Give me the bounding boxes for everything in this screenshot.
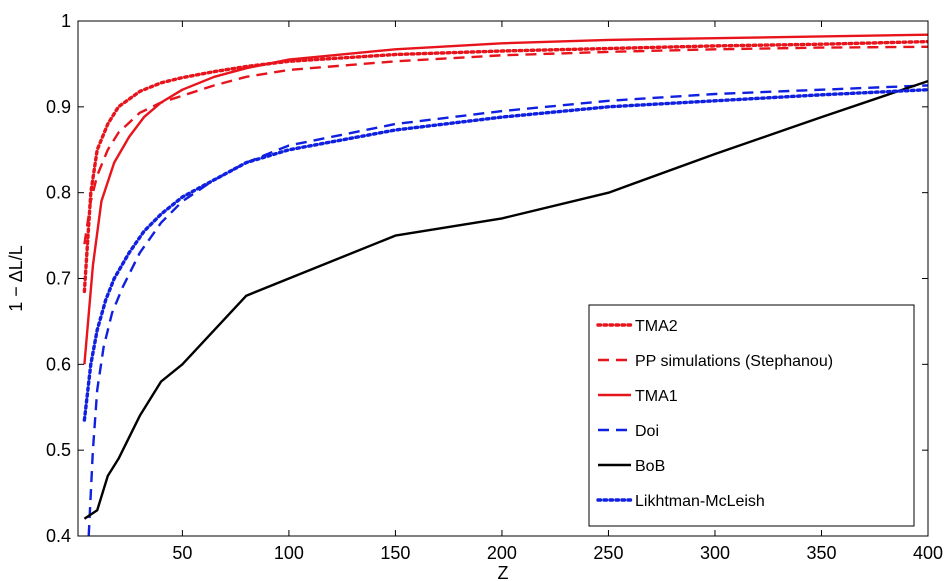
- ticks-layer: 50 100 150 200 250 300 350 400 0.4 0.5 0.6 0.7 0.8 0.…: [46, 11, 943, 563]
- x-tick-label: 150: [380, 543, 410, 563]
- series-line-1: [82, 39, 928, 294]
- legend-entry-label: BoB: [635, 458, 665, 475]
- legend-entry-label: Doi: [635, 423, 659, 440]
- legend-box: [588, 304, 915, 527]
- legend-entry-label: PP simulations (Stephanou): [635, 353, 833, 370]
- y-tick-label: 0.7: [46, 269, 71, 289]
- series-line-2: [83, 45, 928, 245]
- x-tick-label: 350: [806, 543, 836, 563]
- x-tick-label: 250: [593, 543, 623, 563]
- x-tick-label: 400: [913, 543, 943, 563]
- y-tick-label: 0.6: [46, 354, 71, 374]
- y-tick-label: 1: [61, 11, 71, 31]
- series-layer: [82, 33, 928, 536]
- series-line-3: [83, 33, 928, 365]
- legend: TMA2 PP simulations (Stephanou) TMA1 Doi BoB…: [588, 304, 915, 527]
- legend-entry-label: TMA2: [635, 318, 678, 335]
- legend-entry-label: Likhtman-McLeish: [635, 493, 765, 510]
- x-tick-label: 50: [172, 543, 192, 563]
- x-tick-label: 300: [700, 543, 730, 563]
- legend-entry-label: TMA1: [635, 388, 678, 405]
- series-line-4: [87, 84, 928, 536]
- x-axis-label: Z: [498, 563, 509, 581]
- x-tick-label: 200: [487, 543, 517, 563]
- y-axis-label: 1 − ΔL/L: [6, 245, 26, 312]
- y-tick-label: 0.5: [46, 440, 71, 460]
- x-tick-label: 100: [274, 543, 304, 563]
- y-tick-label: 0.9: [46, 97, 71, 117]
- y-tick-label: 0.8: [46, 183, 71, 203]
- y-tick-label: 0.4: [46, 526, 71, 546]
- series-line-6: [82, 87, 928, 422]
- series-line-5: [83, 79, 928, 520]
